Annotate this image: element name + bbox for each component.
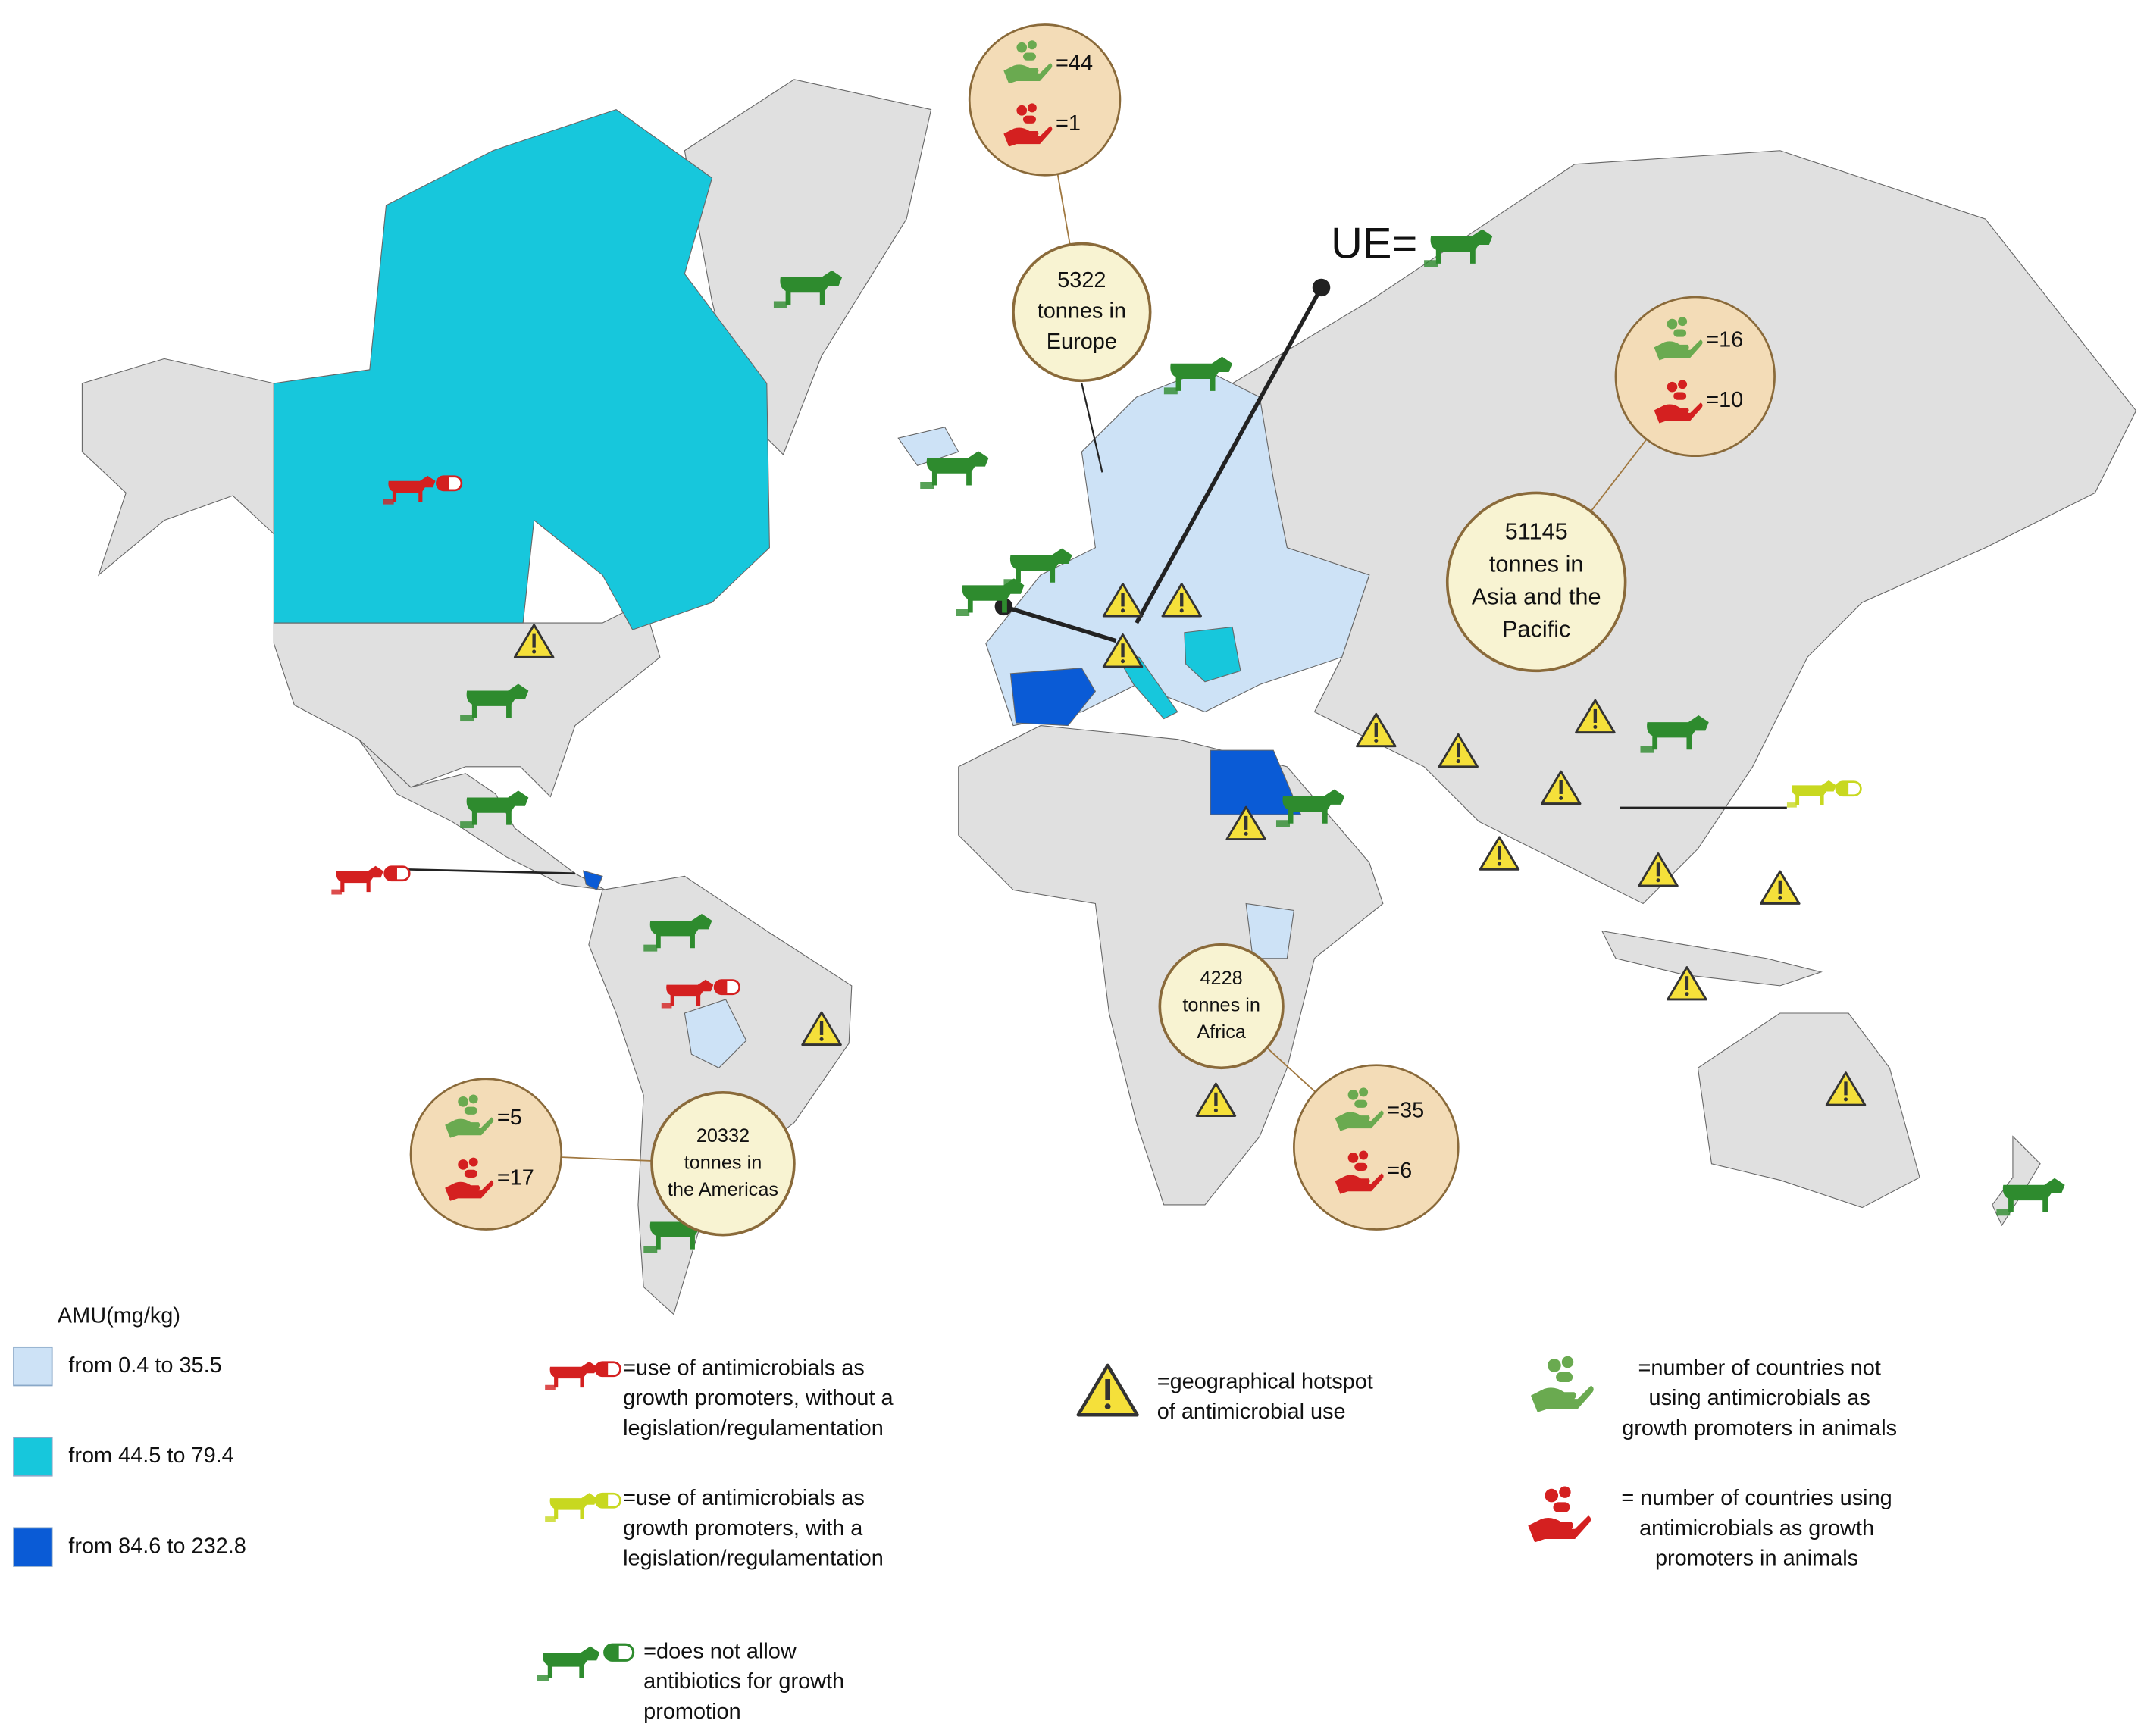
using-count: =17 <box>497 1165 534 1190</box>
amu-legend-title: AMU(mg/kg) <box>58 1304 180 1328</box>
symbol-legend-text: legislation/regulamentation <box>623 1416 884 1440</box>
usa <box>273 602 661 798</box>
symbol-legend-text: promoters in animals <box>1655 1547 1858 1571</box>
pill-icon <box>594 1361 621 1378</box>
legend-swatch <box>13 1346 53 1387</box>
cow-icon <box>1996 1178 2065 1216</box>
spain <box>1009 668 1097 727</box>
australia <box>1697 1012 1920 1209</box>
cow-icon <box>331 865 383 895</box>
connectors <box>405 278 1787 875</box>
tonnes-text: Europe <box>1047 330 1117 354</box>
bolivia <box>684 999 747 1068</box>
eu-connector <box>1003 604 1117 643</box>
tonnes-text: tonnes in <box>1489 550 1584 577</box>
not-using-count: =5 <box>497 1106 522 1130</box>
pill-icon <box>1835 780 1862 797</box>
legend-swatch <box>13 1527 53 1567</box>
symbol-legend-text: of antimicrobial use <box>1157 1400 1346 1424</box>
tonnes-text: tonnes in <box>1038 299 1126 324</box>
east-africa <box>1245 902 1295 959</box>
tonnes-text: the Americas <box>668 1179 778 1200</box>
pill-icon <box>603 1643 635 1662</box>
count-circle <box>1614 296 1776 458</box>
tonnes-text: 20332 <box>696 1125 750 1146</box>
tonnes-circle <box>1012 242 1152 383</box>
romania-bulgaria <box>1184 626 1241 683</box>
tonnes-text: tonnes in <box>684 1152 762 1173</box>
pill-icon <box>713 979 741 996</box>
symbol-legend-text: antimicrobials as growth <box>1639 1516 1874 1541</box>
using-count: =1 <box>1056 111 1081 136</box>
arrow <box>1081 383 1103 473</box>
egypt <box>1210 749 1302 815</box>
legend-label: from 44.5 to 79.4 <box>68 1444 233 1468</box>
tonnes-text: 51145 <box>1505 518 1568 544</box>
pill-icon <box>594 1492 621 1509</box>
connector-dot <box>1312 278 1331 297</box>
pill-icon <box>436 475 463 492</box>
symbol-legend-text: = number of countries using <box>1621 1486 1892 1510</box>
symbol-legend-text: =does not allow <box>643 1639 797 1663</box>
eu-label: UE= <box>1331 219 1417 267</box>
warn-icon <box>1760 870 1801 905</box>
symbol-legend-text: =use of antimicrobials as <box>623 1356 865 1380</box>
cow-icon <box>537 1646 600 1681</box>
costa-rica <box>582 870 603 891</box>
using-count: =6 <box>1387 1159 1412 1183</box>
tonnes-text: 4228 <box>1200 968 1243 989</box>
cow-icon <box>545 1361 597 1390</box>
tonnes-text: Pacific <box>1502 615 1570 642</box>
cow-icon <box>545 1493 597 1522</box>
symbol-legend-text: =use of antimicrobials as <box>623 1486 865 1510</box>
pill-icon <box>383 865 411 882</box>
new-zealand <box>1992 1135 2041 1227</box>
legend-label: from 84.6 to 232.8 <box>68 1534 246 1558</box>
symbol-legend-text: =number of countries not <box>1638 1356 1880 1380</box>
hand-icon <box>1528 1486 1591 1543</box>
symbol-legend-text: growth promoters, without a <box>623 1386 894 1410</box>
canada <box>273 108 770 630</box>
tonnes-circle <box>650 1091 796 1237</box>
using-count: =10 <box>1706 388 1743 412</box>
tonnes-text: 5322 <box>1057 268 1106 292</box>
legend-label: from 0.4 to 35.5 <box>68 1353 221 1378</box>
indonesia <box>1601 930 1823 987</box>
iceland <box>897 427 959 466</box>
hand-icon <box>1530 1356 1594 1412</box>
warn-icon <box>1078 1365 1138 1415</box>
tonnes-text: tonnes in <box>1182 995 1260 1016</box>
tonnes-circle <box>1445 491 1627 673</box>
legend-swatch <box>13 1437 53 1477</box>
tonnes-circle <box>1158 943 1285 1070</box>
not-using-count: =16 <box>1706 328 1743 352</box>
warn-icon <box>1479 836 1520 871</box>
symbol-legend-text: antibiotics for growth <box>643 1669 844 1694</box>
symbol-legend-text: promotion <box>643 1700 740 1724</box>
not-using-count: =44 <box>1056 52 1093 76</box>
count-circle <box>409 1078 563 1231</box>
count-circle <box>1293 1064 1460 1231</box>
symbol-legend-text: =geographical hotspot <box>1157 1369 1373 1393</box>
count-circle <box>968 23 1122 177</box>
tonnes-text: Africa <box>1197 1021 1247 1043</box>
symbol-legend-text: legislation/regulamentation <box>623 1547 884 1571</box>
symbol-legend-text: using antimicrobials as <box>1649 1386 1870 1410</box>
symbol-legend-text: growth promoters in animals <box>1622 1416 1897 1440</box>
eu-connector <box>1135 286 1323 624</box>
alaska <box>81 358 274 577</box>
cow-icon <box>1786 780 1836 808</box>
not-using-count: =35 <box>1387 1099 1424 1123</box>
tonnes-text: Asia and the <box>1472 583 1601 609</box>
symbol-legend-text: growth promoters, with a <box>623 1516 863 1541</box>
connector <box>405 868 575 875</box>
